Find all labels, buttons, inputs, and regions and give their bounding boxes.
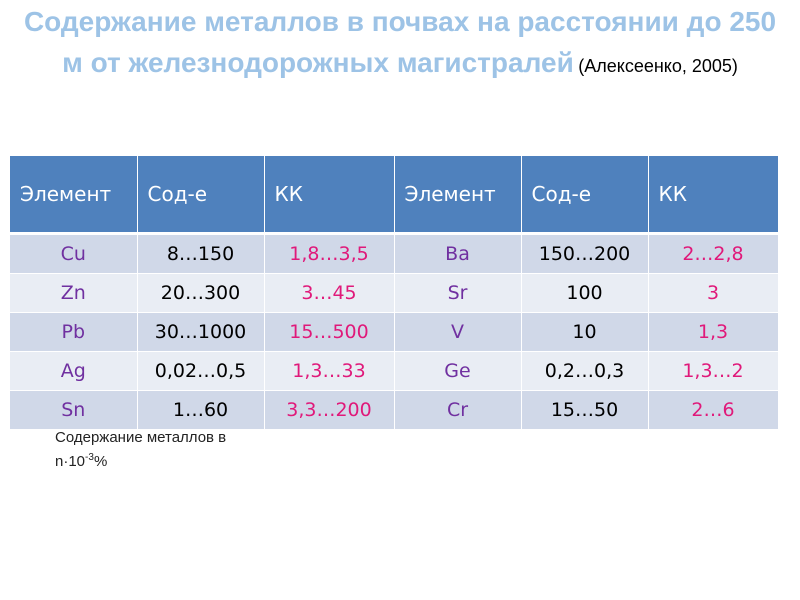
cell-content: 8…150: [137, 233, 265, 274]
cell-content: 100: [521, 273, 649, 313]
header-kk-2: КК: [648, 156, 779, 235]
header-kk-1: КК: [264, 156, 395, 235]
cell-content: 150…200: [521, 233, 649, 274]
cell-kk: 3,3…200: [264, 390, 395, 430]
cell-kk: 1,3: [648, 312, 779, 352]
cell-element: Zn: [10, 273, 138, 313]
units-note-line1: Содержание металлов в: [55, 429, 227, 446]
units-note: Содержание металлов в n·10-3%: [55, 428, 226, 472]
units-note-line2: n·10-3%: [55, 448, 226, 472]
table-row: Pb 30…1000 15…500 V 10 1,3: [10, 312, 779, 352]
cell-element: Ag: [10, 351, 138, 391]
table-row: Zn 20…300 3…45 Sr 100 3: [10, 273, 779, 313]
header-element-1: Элемент: [10, 156, 138, 235]
cell-kk: 2…6: [648, 390, 779, 430]
cell-kk: 1,8…3,5: [264, 233, 395, 274]
cell-kk: 3: [648, 273, 779, 313]
cell-element: Sr: [394, 273, 522, 313]
cell-kk: 2…2,8: [648, 233, 779, 274]
cell-element: Cr: [394, 390, 522, 430]
table-row: Ag 0,02…0,5 1,3…33 Ge 0,2…0,3 1,3…2: [10, 351, 779, 391]
metals-table: Элемент Сод-е КК Элемент Сод-е КК Cu 8…1…: [10, 156, 779, 430]
header-element-2: Элемент: [394, 156, 522, 235]
cell-content: 1…60: [137, 390, 265, 430]
table-row: Cu 8…150 1,8…3,5 Ba 150…200 2…2,8: [10, 233, 779, 274]
units-base: n·10: [55, 453, 86, 470]
table-row: Sn 1…60 3,3…200 Cr 15…50 2…6: [10, 390, 779, 430]
cell-element: Ba: [394, 233, 522, 274]
cell-kk: 3…45: [264, 273, 395, 313]
cell-content: 0,02…0,5: [137, 351, 265, 391]
header-content-1: Сод-е: [137, 156, 265, 235]
cell-content: 15…50: [521, 390, 649, 430]
cell-element: Ge: [394, 351, 522, 391]
cell-kk: 15…500: [264, 312, 395, 352]
cell-kk: 1,3…33: [264, 351, 395, 391]
cell-content: 30…1000: [137, 312, 265, 352]
units-exponent: -3: [85, 452, 94, 463]
cell-element: Cu: [10, 233, 138, 274]
header-content-2: Сод-е: [521, 156, 649, 235]
cell-element: V: [394, 312, 522, 352]
cell-content: 10: [521, 312, 649, 352]
cell-element: Sn: [10, 390, 138, 430]
table-header-row: Элемент Сод-е КК Элемент Сод-е КК: [10, 156, 779, 235]
cell-content: 20…300: [137, 273, 265, 313]
cell-kk: 1,3…2: [648, 351, 779, 391]
cell-content: 0,2…0,3: [521, 351, 649, 391]
cell-element: Pb: [10, 312, 138, 352]
slide-title: Содержание металлов в почвах на расстоян…: [10, 4, 790, 86]
units-percent: %: [93, 453, 108, 470]
metals-table-container: Элемент Сод-е КК Элемент Сод-е КК Cu 8…1…: [10, 156, 779, 430]
title-main: Содержание металлов в почвах на расстоян…: [23, 6, 777, 78]
title-author: (Алексеенко, 2005): [578, 56, 738, 76]
